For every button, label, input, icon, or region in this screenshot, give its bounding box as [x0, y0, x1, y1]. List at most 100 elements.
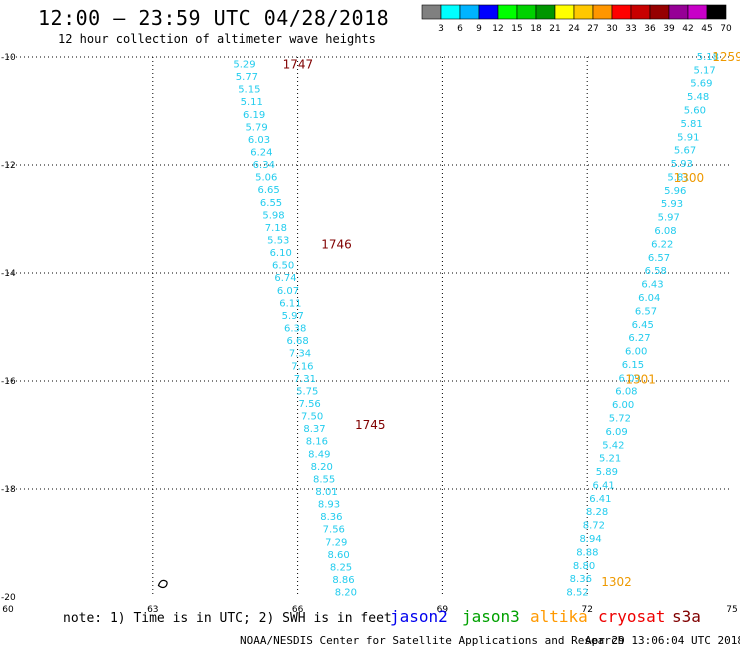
x-tick-label: 72 [581, 605, 592, 615]
wave-height-label: 8.80 [573, 561, 595, 572]
legend-label: 33 [625, 24, 636, 34]
wave-height-label: 6.65 [258, 185, 280, 196]
wave-height-label: 8.94 [579, 534, 601, 545]
wave-height-label: 8.36 [320, 512, 342, 523]
wave-height-label: 6.24 [250, 148, 272, 159]
wave-height-label: 7.16 [291, 361, 313, 372]
wave-height-label: 5.75 [296, 386, 318, 397]
wave-height-label: 8.01 [315, 487, 337, 498]
x-tick-label: 66 [292, 605, 304, 615]
wave-height-label: 5.81 [680, 119, 702, 130]
satellite-jason3: jason3 [462, 607, 520, 626]
wave-height-label: 5.21 [599, 454, 621, 465]
wave-height-label: 5.79 [245, 122, 267, 133]
wave-height-label: 6.57 [635, 306, 657, 317]
wave-height-label: 6.03 [248, 135, 270, 146]
legend-label: 18 [530, 24, 542, 34]
wave-height-label: 6.09 [619, 373, 641, 384]
wave-height-label: 6.34 [253, 160, 275, 171]
wave-height-label: 7.31 [294, 374, 316, 385]
time-label: 1746 [321, 237, 352, 251]
wave-height-label: 5.72 [609, 414, 631, 425]
wave-height-label: 8.72 [583, 521, 605, 532]
wave-height-label: 5.93 [661, 199, 683, 210]
legend-label: 12 [492, 24, 503, 34]
legend-label: 6 [457, 24, 463, 34]
wave-height-label: 6.55 [260, 198, 282, 209]
wave-height-label: 7.34 [289, 349, 311, 360]
wave-height-label: 6.00 [625, 347, 647, 358]
wave-height-label: 5.48 [687, 92, 709, 103]
wave-height-label: 5.81 [667, 172, 689, 183]
wave-height-label: 8.20 [311, 462, 333, 473]
satellite-cryosat: cryosat [598, 607, 666, 626]
x-tick-label: 60 [2, 605, 14, 615]
wave-height-label: 5.53 [267, 236, 289, 247]
satellite-jason2: jason2 [390, 607, 448, 626]
wave-height-label: 5.60 [684, 105, 706, 116]
x-tick-label: 75 [726, 605, 737, 615]
time-label: 1747 [283, 57, 314, 71]
wave-height-label: 5.97 [658, 213, 680, 224]
wave-height-label: 6.58 [645, 266, 667, 277]
legend-label: 3 [438, 24, 444, 34]
time-label: 1745 [355, 418, 386, 432]
legend-label: 24 [568, 24, 580, 34]
y-tick-label: -18 [1, 485, 16, 495]
y-tick-label: -20 [1, 593, 16, 603]
wave-height-label: 5.15 [238, 85, 260, 96]
legend-label: 15 [511, 24, 522, 34]
wave-height-label: 5.29 [233, 59, 255, 70]
legend-label: 9 [476, 24, 482, 34]
y-tick-label: -12 [1, 161, 16, 171]
page-subtitle: 12 hour collection of altimeter wave hei… [58, 32, 376, 46]
legend-label: 39 [663, 24, 675, 34]
island-outline [157, 579, 168, 589]
wave-height-label: 5.77 [236, 72, 258, 83]
footer-credit: NOAA/NESDIS Center for Satellite Applica… [240, 634, 625, 647]
wave-height-label: 5.18 [697, 52, 719, 63]
wave-height-label: 5.06 [255, 173, 277, 184]
wave-height-label: 8.16 [306, 437, 328, 448]
wave-height-label: 8.93 [318, 500, 340, 511]
wave-height-label: 5.67 [674, 146, 696, 157]
wave-height-label: 5.96 [664, 186, 686, 197]
wave-height-label: 6.68 [286, 336, 308, 347]
wave-height-label: 5.17 [693, 65, 715, 76]
y-tick-label: -16 [1, 377, 16, 387]
wave-height-label: 6.10 [270, 248, 292, 259]
wave-height-label: 5.93 [671, 159, 693, 170]
time-label: 1302 [601, 575, 632, 589]
satellite-altika: altika [530, 607, 588, 626]
wave-height-label: 8.36 [570, 574, 592, 585]
wave-height-label: 6.09 [606, 427, 628, 438]
wave-height-label: 6.19 [243, 110, 265, 121]
wave-height-label: 6.00 [612, 400, 634, 411]
wave-height-label: 6.50 [272, 261, 294, 272]
wave-height-label: 6.43 [641, 280, 663, 291]
y-tick-label: -10 [1, 53, 16, 63]
wave-height-label: 6.22 [651, 239, 673, 250]
wave-height-label: 8.20 [335, 588, 357, 599]
legend-label: 36 [644, 24, 656, 34]
wave-height-label: 6.08 [615, 387, 637, 398]
footer-timestamp: Apr 29 13:06:04 UTC 2018 [585, 634, 740, 647]
wave-height-label: 6.41 [592, 480, 614, 491]
note-text: note: 1) Time is in UTC; 2) SWH is in fe… [63, 611, 392, 626]
legend-swatch [706, 4, 727, 20]
wave-height-label: 8.28 [586, 507, 608, 518]
wave-height-label: 8.49 [308, 449, 330, 460]
wave-height-label: 8.86 [332, 575, 354, 586]
wave-height-label: 7.18 [265, 223, 287, 234]
wave-height-label: 8.25 [330, 562, 352, 573]
wave-height-label: 5.89 [596, 467, 618, 478]
wave-height-label: 7.29 [325, 537, 347, 548]
legend-label: 42 [682, 24, 693, 34]
time-label: 1259 [712, 50, 740, 64]
wave-height-label: 5.11 [241, 97, 263, 108]
wave-height-label: 8.37 [303, 424, 325, 435]
satellite-s3a: s3a [672, 607, 701, 626]
wave-height-label: 6.07 [277, 286, 299, 297]
legend-label: 30 [606, 24, 618, 34]
